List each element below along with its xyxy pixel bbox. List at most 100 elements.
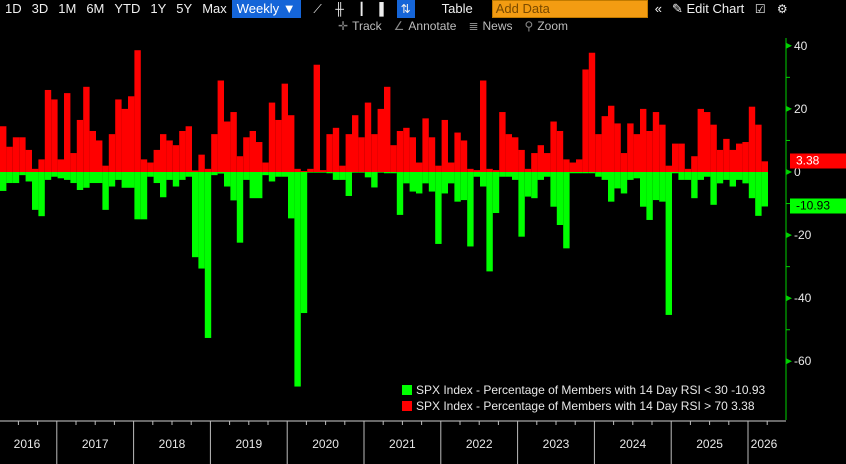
bar-rsi-above-70 — [499, 112, 506, 172]
bar-rsi-above-70 — [19, 137, 26, 172]
bar-rsi-below-30 — [473, 172, 480, 177]
bar-rsi-below-30 — [710, 172, 717, 205]
bar-rsi-above-70 — [262, 162, 269, 172]
frequency-dropdown[interactable]: Weekly ▼ — [231, 0, 301, 18]
gear-icon[interactable]: ⚙ — [776, 2, 788, 16]
bar-rsi-above-70 — [396, 130, 404, 172]
annotate-button[interactable]: ∠ Annotate — [394, 19, 457, 35]
bar-rsi-above-70 — [492, 170, 500, 172]
x-tick-label: 2016 — [13, 437, 41, 451]
bar-rsi-above-70 — [192, 170, 199, 172]
bar-rsi-below-30 — [249, 172, 256, 199]
y-tick — [786, 295, 792, 302]
bar-rsi-below-30 — [512, 172, 519, 180]
bar-rsi-below-30 — [704, 172, 711, 177]
bar-rsi-below-30 — [588, 172, 596, 174]
collapse-icon[interactable]: « — [654, 1, 662, 16]
bar-rsi-above-70 — [601, 116, 608, 172]
bar-rsi-below-30 — [646, 172, 653, 220]
range-5y[interactable]: 5Y — [176, 1, 193, 16]
bar-rsi-above-70 — [556, 130, 564, 172]
zoom-label: Zoom — [537, 19, 568, 33]
bar-rsi-above-70 — [307, 168, 314, 172]
bar-rsi-above-70 — [691, 156, 698, 172]
bar-rsi-below-30 — [736, 172, 743, 180]
bar-rsi-above-70 — [339, 165, 346, 172]
candle-chart-icon[interactable]: ┃ — [358, 2, 366, 16]
bar-rsi-below-30 — [230, 172, 237, 201]
bar-rsi-above-70 — [473, 170, 480, 172]
range-6m[interactable]: 6M — [86, 1, 105, 16]
legend-label: SPX Index - Percentage of Members with 1… — [416, 383, 728, 397]
bar-chart-icon[interactable]: ▌ — [379, 2, 388, 16]
range-3d[interactable]: 3D — [31, 1, 49, 16]
range-1m[interactable]: 1M — [58, 1, 77, 16]
bar-rsi-above-70 — [716, 149, 724, 172]
bar-rsi-below-30 — [633, 172, 640, 179]
bar-rsi-above-70 — [678, 143, 685, 172]
bar-rsi-below-30 — [518, 172, 525, 237]
bar-rsi-below-30 — [537, 172, 544, 180]
news-button[interactable]: ≣ News — [468, 19, 512, 35]
bar-rsi-above-70 — [672, 143, 679, 172]
bar-rsi-above-70 — [620, 153, 628, 172]
bar-rsi-below-30 — [172, 172, 180, 187]
track-button[interactable]: ✛ Track — [338, 19, 382, 35]
bar-rsi-above-70 — [25, 149, 32, 172]
bar-rsi-above-70 — [166, 140, 173, 172]
bar-rsi-above-70 — [742, 142, 749, 172]
bar-rsi-above-70 — [614, 123, 621, 172]
y-tick — [786, 169, 792, 175]
bar-rsi-below-30 — [460, 172, 468, 201]
bar-rsi-below-30 — [716, 172, 724, 184]
bar-rsi-below-30 — [448, 172, 455, 184]
bar-rsi-above-70 — [51, 99, 58, 172]
bar-rsi-below-30 — [499, 172, 506, 177]
bar-rsi-above-70 — [6, 146, 13, 172]
crosshair-icon: ✛ — [338, 19, 349, 33]
bar-rsi-above-70 — [96, 140, 103, 172]
add-data-input[interactable]: Add Data — [491, 0, 648, 18]
bar-rsi-above-70 — [755, 124, 762, 172]
line-chart-icon[interactable]: ⟋ — [313, 2, 322, 16]
edit-chart-button[interactable]: ✎ Edit Chart — [667, 0, 749, 18]
news-label: News — [482, 19, 513, 33]
bar-rsi-below-30 — [313, 172, 320, 173]
bar-rsi-below-30 — [384, 172, 391, 174]
legend-swatch — [402, 385, 412, 395]
x-tick-label: 2021 — [389, 437, 416, 451]
bar-rsi-above-70 — [646, 130, 653, 172]
bar-rsi-above-70 — [115, 99, 122, 172]
zoom-button[interactable]: ⚲ Zoom — [525, 19, 568, 35]
bar-rsi-below-30 — [524, 172, 532, 197]
bar-rsi-above-70 — [236, 156, 244, 172]
ohlc-chart-icon[interactable]: ╫ — [335, 2, 344, 16]
bar-rsi-below-30 — [185, 172, 192, 177]
histogram-chart-icon[interactable]: ⇅ — [396, 0, 415, 18]
range-ytd[interactable]: YTD — [114, 1, 141, 16]
range-max[interactable]: Max — [202, 1, 227, 16]
bar-rsi-above-70 — [627, 123, 634, 172]
range-1y[interactable]: 1Y — [150, 1, 167, 16]
bar-rsi-above-70 — [300, 171, 308, 172]
y-tick-label: -60 — [794, 354, 812, 369]
bar-rsi-below-30 — [505, 172, 512, 177]
bar-rsi-above-70 — [761, 161, 768, 172]
legend-item-rsi-above-70: SPX Index - Percentage of Members with 1… — [402, 398, 765, 414]
table-button[interactable]: Table — [441, 1, 473, 16]
bar-rsi-above-70 — [89, 130, 96, 172]
legend-label: SPX Index - Percentage of Members with 1… — [416, 399, 728, 413]
bar-rsi-above-70 — [128, 96, 135, 172]
bar-rsi-below-30 — [563, 172, 570, 249]
bar-rsi-above-70 — [652, 112, 660, 172]
y-tick — [786, 42, 792, 49]
range-1d[interactable]: 1D — [5, 1, 22, 16]
bar-rsi-below-30 — [121, 172, 128, 188]
bar-rsi-below-30 — [166, 172, 173, 180]
edit-note-icon[interactable]: ☑ — [754, 2, 766, 16]
bar-rsi-above-70 — [217, 80, 224, 172]
bar-rsi-above-70 — [486, 168, 493, 172]
y-tick — [786, 232, 792, 239]
bar-rsi-below-30 — [6, 172, 13, 184]
